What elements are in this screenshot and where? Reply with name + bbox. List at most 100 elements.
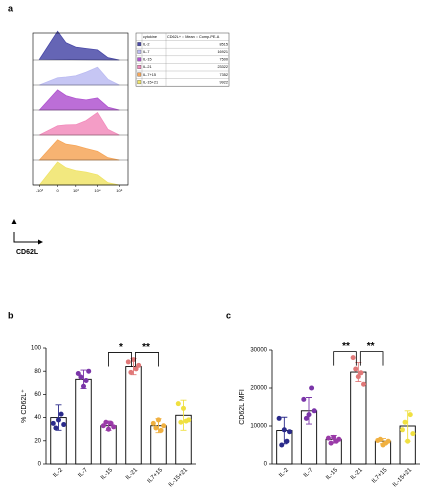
legend-label: IL-7+15 bbox=[143, 73, 156, 77]
data-point bbox=[111, 424, 117, 430]
data-point bbox=[125, 359, 131, 365]
legend-swatch bbox=[137, 49, 142, 54]
arrow-head bbox=[11, 219, 43, 245]
table-value: 16921 bbox=[217, 50, 228, 54]
y-axis-title: % CD62L⁺ bbox=[21, 389, 28, 423]
x-tick-label: IL-2 bbox=[52, 467, 64, 479]
data-point bbox=[81, 383, 86, 389]
table-value: 8515 bbox=[220, 42, 228, 46]
data-point bbox=[380, 442, 386, 448]
data-point bbox=[56, 417, 61, 423]
data-point bbox=[136, 362, 142, 368]
data-point bbox=[133, 366, 139, 372]
x-tick-label: 10⁴ bbox=[94, 188, 100, 193]
data-point bbox=[53, 425, 59, 431]
significance-label: ** bbox=[142, 342, 150, 353]
data-point bbox=[61, 422, 67, 428]
error-bar bbox=[180, 399, 187, 431]
y-tick-label: 80 bbox=[34, 369, 41, 375]
x-tick-label: -10³ bbox=[36, 188, 44, 193]
data-point bbox=[103, 419, 109, 425]
y-axis-title: CD62L MFI bbox=[239, 389, 246, 425]
significance-label: ** bbox=[367, 341, 375, 352]
x-tick-label: IL-7 bbox=[77, 467, 89, 479]
data-point bbox=[83, 377, 89, 383]
legend-label: IL-2 bbox=[143, 42, 150, 46]
x-tick-label: IL-7 bbox=[303, 467, 315, 479]
table-value: 23322 bbox=[217, 65, 228, 69]
data-point bbox=[276, 415, 282, 421]
data-point bbox=[175, 401, 181, 407]
bar bbox=[125, 366, 142, 465]
significance-label: ** bbox=[342, 341, 350, 352]
data-point bbox=[405, 438, 411, 444]
table-value: 9922 bbox=[220, 80, 228, 84]
data-point bbox=[50, 420, 56, 426]
data-point bbox=[306, 412, 312, 418]
panel-label: a bbox=[8, 3, 14, 13]
y-tick-label: 100 bbox=[31, 346, 42, 352]
data-point bbox=[186, 417, 192, 423]
histogram bbox=[39, 112, 120, 136]
data-point bbox=[58, 411, 64, 417]
y-tick-label: 20 bbox=[34, 438, 41, 444]
x-tick-label: IL-15+21 bbox=[392, 467, 414, 489]
data-point bbox=[106, 426, 111, 432]
x-tick-label: IL-15 bbox=[100, 467, 114, 481]
x-tick-label: IL-15 bbox=[325, 467, 339, 481]
data-point bbox=[178, 419, 184, 425]
data-point bbox=[385, 438, 391, 444]
x-tick-label: IL-21 bbox=[350, 467, 364, 481]
data-point bbox=[377, 436, 383, 442]
data-point bbox=[86, 368, 92, 374]
histogram bbox=[39, 66, 120, 86]
legend-swatch bbox=[137, 80, 142, 85]
data-point bbox=[75, 371, 81, 377]
histogram bbox=[38, 161, 120, 186]
data-point bbox=[156, 417, 161, 423]
data-point bbox=[361, 381, 367, 387]
x-tick-label: IL-2 bbox=[278, 467, 290, 479]
x-tick-label: IL-21 bbox=[125, 467, 139, 481]
data-point bbox=[353, 366, 359, 372]
x-axis-title: CD62L bbox=[16, 249, 39, 256]
data-point bbox=[181, 405, 186, 411]
data-point bbox=[331, 434, 337, 440]
table-header: cytokine bbox=[143, 35, 157, 39]
data-point bbox=[301, 396, 307, 402]
y-tick-label: 30000 bbox=[250, 348, 267, 354]
legend-swatch bbox=[137, 42, 142, 47]
legend-label: IL-15+21 bbox=[143, 80, 158, 84]
histogram bbox=[38, 89, 120, 111]
bar bbox=[75, 378, 92, 465]
data-point bbox=[128, 369, 134, 375]
data-point bbox=[153, 425, 159, 431]
data-point bbox=[410, 431, 416, 437]
legend-label: IL-21 bbox=[143, 65, 152, 69]
data-point bbox=[399, 427, 405, 433]
significance-bracket bbox=[108, 352, 132, 367]
legend-label: IL-7 bbox=[143, 50, 150, 54]
plot-frame bbox=[32, 32, 129, 186]
data-point bbox=[108, 420, 114, 426]
data-point bbox=[309, 385, 315, 391]
histogram bbox=[38, 139, 120, 161]
x-tick-label: 0 bbox=[57, 188, 60, 193]
data-point bbox=[407, 412, 413, 418]
data-point bbox=[328, 440, 334, 446]
panel-label: b bbox=[8, 310, 14, 320]
y-tick-label: 20000 bbox=[250, 386, 267, 392]
panel-label: c bbox=[226, 310, 231, 320]
x-tick-label: IL-15+21 bbox=[168, 467, 190, 489]
data-point bbox=[158, 427, 164, 433]
table-frame bbox=[135, 32, 230, 87]
y-tick-label: 0 bbox=[264, 462, 268, 468]
legend-label: IL-15 bbox=[143, 58, 152, 62]
y-tick-label: 0 bbox=[38, 462, 42, 468]
table-value: 7352 bbox=[220, 73, 228, 77]
x-tick-label: 10⁵ bbox=[116, 188, 122, 193]
legend-swatch bbox=[137, 65, 142, 69]
data-point bbox=[303, 415, 309, 421]
legend-swatch bbox=[137, 57, 142, 62]
data-point bbox=[325, 435, 331, 441]
